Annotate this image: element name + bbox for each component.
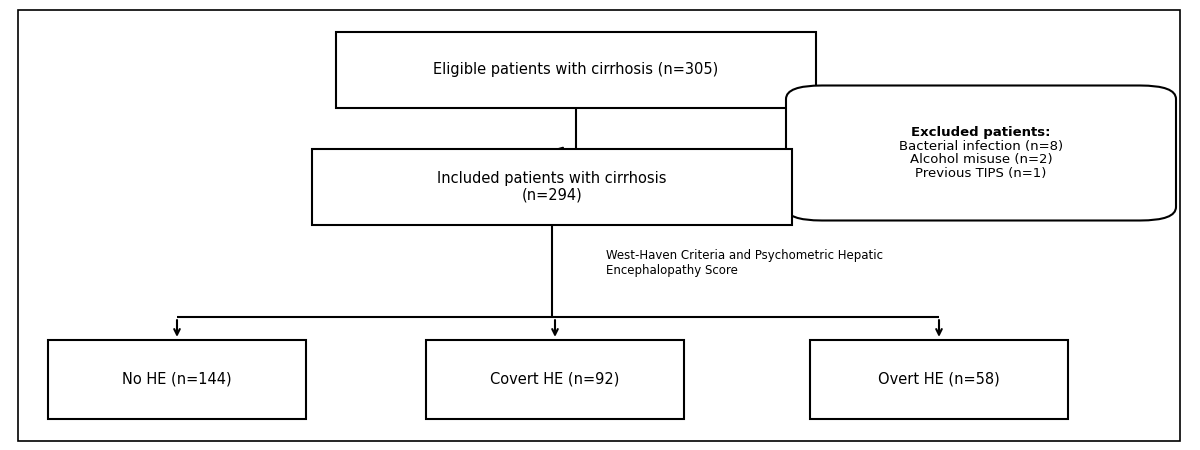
Text: Previous TIPS (n=1): Previous TIPS (n=1) bbox=[916, 167, 1046, 180]
Text: Covert HE (n=92): Covert HE (n=92) bbox=[491, 372, 619, 387]
FancyBboxPatch shape bbox=[786, 86, 1176, 220]
FancyBboxPatch shape bbox=[48, 340, 306, 418]
FancyBboxPatch shape bbox=[810, 340, 1068, 418]
Text: West-Haven Criteria and Psychometric Hepatic
Encephalopathy Score: West-Haven Criteria and Psychometric Hep… bbox=[606, 249, 883, 277]
Text: Alcohol misuse (n=2): Alcohol misuse (n=2) bbox=[910, 153, 1052, 166]
Text: Eligible patients with cirrhosis (n=305): Eligible patients with cirrhosis (n=305) bbox=[433, 62, 719, 77]
Text: No HE (n=144): No HE (n=144) bbox=[122, 372, 232, 387]
FancyBboxPatch shape bbox=[336, 32, 816, 108]
Text: Included patients with cirrhosis
(n=294): Included patients with cirrhosis (n=294) bbox=[437, 171, 667, 203]
FancyBboxPatch shape bbox=[426, 340, 684, 418]
Text: Bacterial infection (n=8): Bacterial infection (n=8) bbox=[899, 140, 1063, 153]
Text: Overt HE (n=58): Overt HE (n=58) bbox=[878, 372, 1000, 387]
Text: Excluded patients:: Excluded patients: bbox=[911, 126, 1051, 139]
FancyBboxPatch shape bbox=[312, 148, 792, 225]
